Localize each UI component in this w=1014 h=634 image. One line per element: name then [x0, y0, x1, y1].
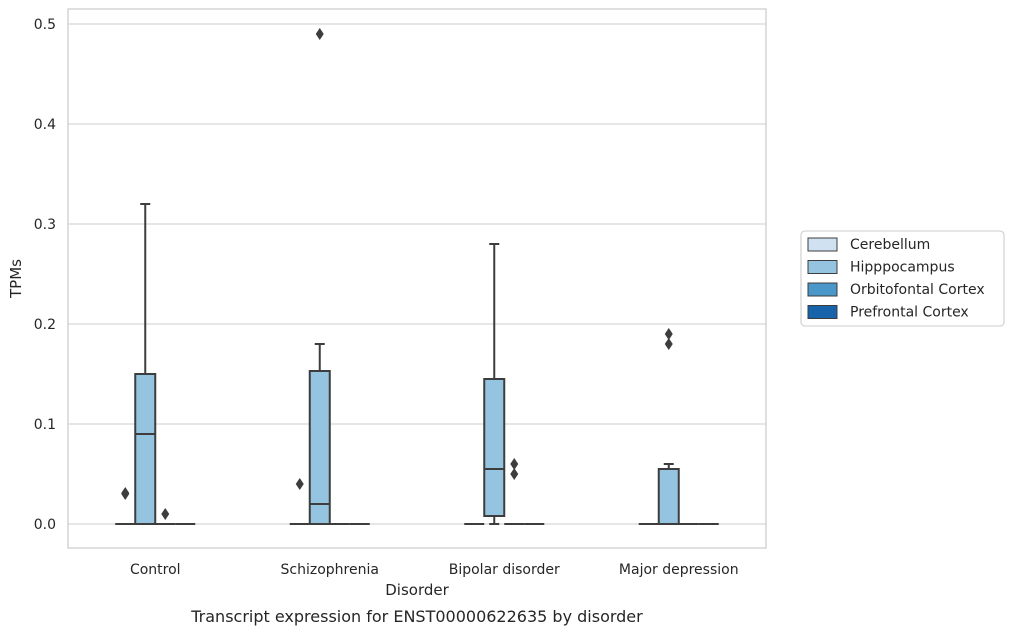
box-orbitofontal-cortex — [504, 458, 525, 525]
x-tick-label: Control — [130, 562, 181, 578]
legend-swatch — [807, 260, 838, 274]
outlier-marker — [121, 487, 130, 499]
x-tick-label: Major depression — [619, 562, 739, 578]
legend-swatch — [807, 305, 838, 319]
y-tick-label: 0.2 — [34, 317, 56, 333]
box-plot-marks — [115, 28, 719, 525]
y-tick-label: 0.1 — [34, 417, 56, 433]
legend: Cerebellum Hipppocampus Orbitofontal Corte… — [800, 230, 1005, 327]
box-hipppocampus — [657, 328, 680, 525]
legend-label: Orbitofontal Cortex — [850, 282, 985, 298]
outlier-marker — [664, 328, 673, 340]
box-body — [657, 468, 680, 525]
box-cerebellum — [115, 487, 136, 525]
outlier-marker — [510, 458, 519, 470]
y-tick-label: 0.3 — [34, 217, 56, 233]
chart-caption: Transcript expression for ENST0000062263… — [190, 607, 643, 626]
box-hipppocampus — [308, 28, 331, 525]
legend-label: Prefrontal Cortex — [850, 305, 969, 321]
y-tick-labels: 0.0 0.1 0.2 0.3 0.4 0.5 — [34, 17, 56, 533]
box-body — [483, 378, 506, 517]
box-hipppocampus — [134, 203, 157, 525]
outlier-marker — [295, 478, 304, 490]
y-axis-title: TPMs — [7, 259, 25, 299]
y-tick-label: 0.4 — [34, 117, 56, 133]
plot-frame — [67, 8, 767, 549]
legend-label: Hipppocampus — [850, 260, 955, 276]
box-cerebellum — [289, 478, 310, 525]
outlier-marker — [510, 468, 519, 480]
legend-swatch — [807, 282, 838, 297]
x-tick-labels: Control Schizophrenia Bipolar disorder Majo… — [130, 562, 739, 578]
outlier-marker — [315, 28, 324, 40]
x-tick-label: Schizophrenia — [281, 562, 379, 578]
legend-label: Cerebellum — [850, 237, 930, 253]
legend-swatch — [807, 237, 838, 252]
x-axis-title: Disorder — [385, 581, 449, 599]
y-tick-label: 0.0 — [34, 517, 56, 533]
box-body — [134, 373, 157, 525]
x-tick-label: Bipolar disorder — [449, 562, 560, 578]
legend-frame — [800, 230, 1005, 327]
box-orbitofontal-cortex — [155, 508, 176, 525]
outlier-marker — [664, 338, 673, 350]
outlier-marker — [161, 508, 170, 520]
y-tick-label: 0.5 — [34, 17, 56, 33]
box-body — [308, 370, 331, 525]
box-hipppocampus — [483, 243, 506, 525]
